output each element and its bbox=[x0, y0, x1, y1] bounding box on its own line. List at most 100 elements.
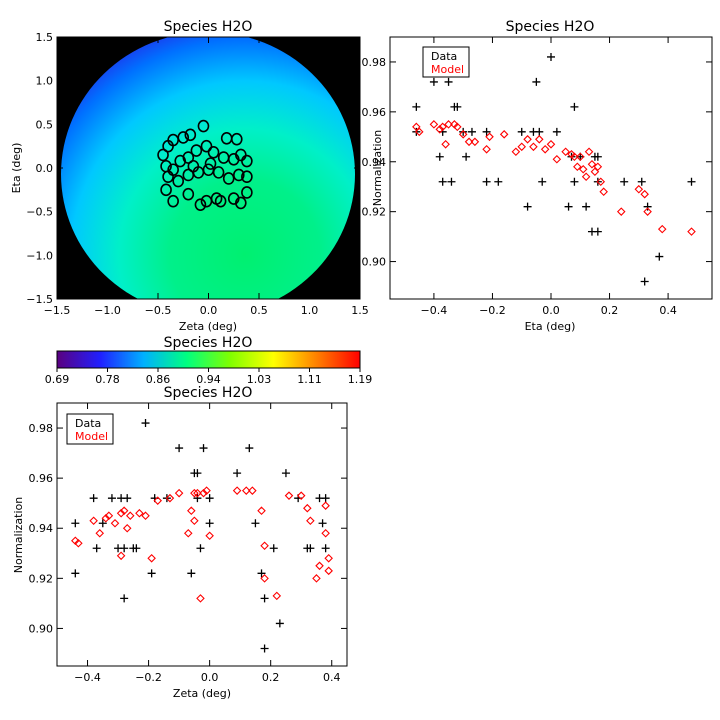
map-circle-36 bbox=[235, 196, 247, 210]
zeta-model-point-35 bbox=[296, 491, 306, 500]
map-ylabel: Eta (deg) bbox=[10, 143, 23, 194]
map-circle-19 bbox=[162, 170, 174, 184]
eta-title: Species H2O bbox=[506, 19, 595, 35]
eta-model-point-18 bbox=[529, 142, 538, 152]
zeta-model-point-2 bbox=[89, 516, 98, 526]
zeta-data-point-33 bbox=[275, 619, 284, 628]
map-circle-29 bbox=[167, 194, 179, 208]
zeta-model-point-25 bbox=[202, 486, 211, 495]
zeta-xlabel: Zeta (deg) bbox=[173, 687, 231, 700]
eta-model-point-11 bbox=[470, 137, 480, 147]
zeta-data-point-20 bbox=[193, 469, 202, 478]
eta-data-point-26 bbox=[570, 102, 579, 111]
eta-legend-data: Data bbox=[431, 50, 457, 63]
zeta-model-point-14 bbox=[147, 554, 156, 563]
zeta-model-point-10 bbox=[122, 523, 132, 533]
zeta-data-point-8 bbox=[120, 544, 129, 553]
zeta-model-point-40 bbox=[321, 501, 330, 510]
zeta-model-point-26 bbox=[205, 531, 214, 541]
zeta-model-series bbox=[71, 486, 333, 603]
eta-xtick-label-3: 0.2 bbox=[601, 304, 619, 317]
eta-data-point-35 bbox=[620, 177, 629, 186]
eta-model-point-36 bbox=[616, 207, 626, 216]
zeta-panel: Species H2O −0.4 −0.2 0.0 0.2 0.4 0.90 0.92 0.9… bbox=[12, 385, 348, 700]
eta-model-point-26 bbox=[573, 162, 582, 172]
eta-model-point-5 bbox=[441, 140, 450, 149]
zeta-model-point-17 bbox=[174, 488, 184, 498]
map-field bbox=[61, 37, 355, 299]
eta-model-point-9 bbox=[458, 130, 468, 139]
eta-model-point-22 bbox=[552, 154, 562, 164]
eta-model-point-13 bbox=[485, 132, 494, 142]
eta-ytick-label-2: 0.94 bbox=[362, 156, 387, 169]
zeta-data-point-14 bbox=[147, 569, 156, 578]
eta-data-point-19 bbox=[532, 77, 541, 86]
eta-model-point-23 bbox=[561, 147, 570, 157]
zeta-frame bbox=[56, 402, 348, 667]
zeta-xtick-label-1: −0.2 bbox=[135, 671, 162, 684]
eta-data-point-0 bbox=[412, 102, 421, 111]
map-circle-7 bbox=[230, 132, 243, 146]
eta-data-point-9 bbox=[453, 102, 462, 111]
map-circle-39 bbox=[187, 159, 200, 173]
map-ytick-label-1: −1.0 bbox=[26, 249, 53, 262]
zeta-model-point-3 bbox=[95, 528, 105, 538]
zeta-data-point-29 bbox=[257, 569, 266, 578]
zeta-data-point-40 bbox=[321, 494, 330, 503]
eta-data-point-39 bbox=[655, 252, 664, 261]
eta-data-point-21 bbox=[538, 177, 547, 186]
map-ytick-label-5: 1.0 bbox=[36, 75, 54, 88]
zeta-data-point-12 bbox=[132, 544, 141, 553]
zeta-xtick-label-0: −0.4 bbox=[74, 671, 101, 684]
eta-ytick-label-3: 0.96 bbox=[362, 106, 387, 119]
eta-data-point-38 bbox=[643, 202, 652, 211]
eta-data-point-12 bbox=[467, 127, 476, 136]
zeta-model-point-7 bbox=[116, 551, 126, 561]
colorbar-tick-label-4: 1.03 bbox=[247, 373, 272, 386]
zeta-xtick-label-2: 0.0 bbox=[201, 671, 219, 684]
zeta-model-point-23 bbox=[196, 594, 205, 603]
eta-ytick-label-4: 0.98 bbox=[362, 56, 387, 69]
eta-model-point-39 bbox=[643, 207, 652, 216]
map-circle-20 bbox=[172, 174, 184, 188]
zeta-model-point-12 bbox=[135, 508, 144, 518]
zeta-model-point-13 bbox=[141, 511, 150, 520]
zeta-model-point-43 bbox=[324, 566, 333, 576]
colorbar-tick-label-6: 1.19 bbox=[348, 373, 373, 386]
map-circle-14 bbox=[207, 145, 220, 159]
eta-model-point-4 bbox=[438, 122, 447, 132]
zeta-legend-model: Model bbox=[75, 430, 108, 443]
eta-xtick-label-0: −0.4 bbox=[421, 304, 448, 317]
eta-data-point-3 bbox=[435, 152, 444, 161]
eta-data-point-22 bbox=[547, 52, 555, 61]
zeta-data-series bbox=[71, 419, 330, 653]
zeta-data-point-3 bbox=[92, 544, 101, 553]
eta-model-point-21 bbox=[546, 140, 556, 149]
zeta-xtick-label-3: 0.2 bbox=[262, 671, 280, 684]
colorbar-tick-label-1: 0.78 bbox=[95, 373, 120, 386]
eta-data-point-16 bbox=[517, 127, 526, 136]
eta-model-point-31 bbox=[587, 159, 597, 169]
zeta-data-point-24 bbox=[205, 519, 214, 528]
eta-model-point-30 bbox=[584, 147, 594, 157]
map-circle-12 bbox=[190, 144, 203, 157]
map-circle-18 bbox=[241, 154, 253, 168]
map-title: Species H2O bbox=[164, 19, 253, 35]
eta-model-point-40 bbox=[657, 224, 667, 234]
map-circle-11 bbox=[182, 151, 195, 164]
zeta-model-point-8 bbox=[116, 508, 126, 518]
map-circle-28 bbox=[160, 183, 172, 197]
colorbar-tick-label-3: 0.94 bbox=[196, 373, 221, 386]
zeta-data-point-34 bbox=[281, 469, 290, 478]
eta-legend-model: Model bbox=[431, 63, 464, 76]
zeta-data-point-39 bbox=[318, 519, 327, 528]
eta-ticks: −0.4 −0.2 0.0 0.2 0.4 0.90 0.92 0.94 0.96 0.98 bbox=[362, 37, 712, 317]
eta-data-point-24 bbox=[564, 202, 573, 211]
eta-model-series bbox=[412, 120, 696, 236]
zeta-model-point-39 bbox=[315, 561, 324, 571]
zeta-model-point-19 bbox=[187, 506, 196, 515]
map-panel: Species H2O −1.5 −1.0 −0.5 0.0 0.5 1.0 1.5−1.5… bbox=[10, 19, 369, 333]
zeta-ytick-label-4: 0.98 bbox=[29, 422, 54, 435]
map-xtick-label-1: −1.0 bbox=[94, 304, 121, 317]
zeta-model-point-15 bbox=[153, 496, 163, 505]
